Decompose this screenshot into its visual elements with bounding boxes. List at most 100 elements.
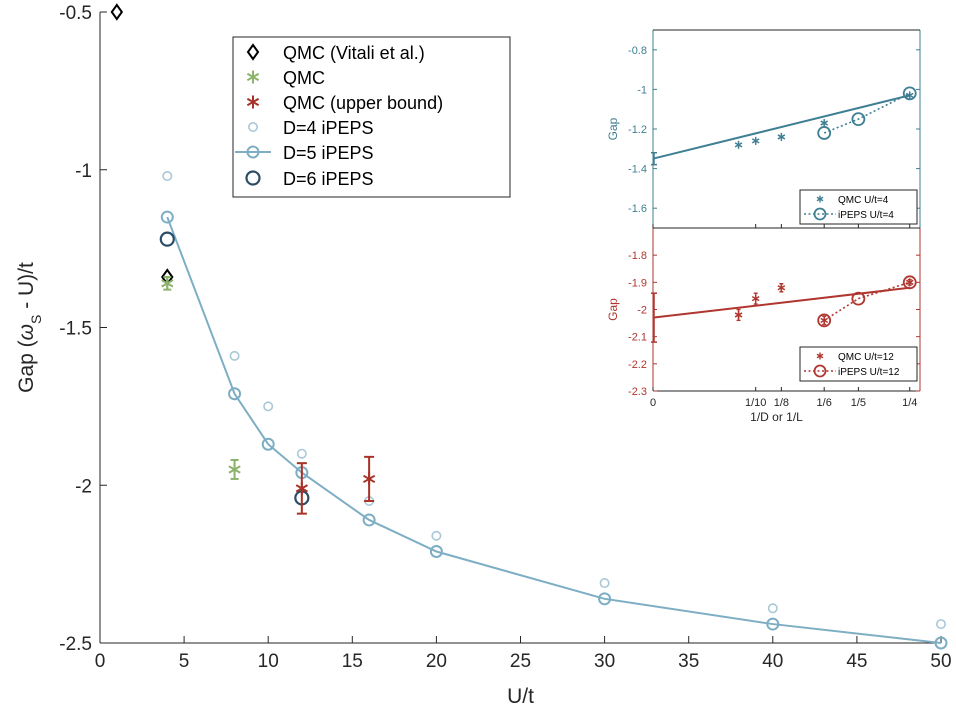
bottom-ipeps-point: [817, 313, 832, 328]
legend-label: D=4 iPEPS: [283, 118, 374, 138]
legend-d6-marker: [245, 170, 261, 186]
x-tick-label: 30: [594, 651, 615, 672]
top-qmc-point: [777, 132, 786, 141]
top-y-tick-label: -1.6: [628, 203, 647, 215]
legend-vitali-marker: [246, 43, 260, 61]
d6-point: [159, 231, 175, 247]
x-tick-label: 10: [258, 651, 279, 672]
y-tick-label: -0.5: [59, 3, 92, 24]
bottom-y-tick-label: -1.8: [628, 250, 647, 262]
bottom-legend-qmc-label: QMC U/t=12: [838, 352, 894, 363]
vitali-point: [110, 3, 124, 21]
top-y-tick-label: -1: [637, 84, 647, 96]
bottom-qmc-point: [751, 294, 760, 303]
bottom-y-tick-label: -2: [637, 305, 647, 317]
bottom-x-tick-label: 1/6: [817, 397, 832, 409]
main-legend: QMC (Vitali et al.) QMC QMC (upper bound) D…: [232, 36, 511, 198]
top-ipeps-point: [902, 86, 917, 101]
d5-point: [766, 617, 780, 631]
y-axis-label: Gap (ωS - U)/t: [15, 262, 44, 393]
top-legend-qmc-marker: [816, 195, 824, 203]
qmc-upper-point: [362, 472, 376, 486]
qmc-upper-point: [295, 481, 308, 495]
bottom-y-tick-label: -2.1: [628, 332, 647, 344]
top-qmc-point: [820, 119, 829, 128]
qmc-point: [161, 276, 174, 290]
d5-point: [934, 636, 948, 650]
top-y-tick-label: -1.2: [628, 124, 647, 136]
bottom-qmc-point: [734, 310, 743, 319]
d4-point: [296, 448, 307, 459]
bottom-qmc-point: [905, 278, 914, 287]
bottom-fit-line: [652, 286, 910, 319]
bottom-legend-ipeps-marker: [813, 364, 827, 378]
d4-point: [162, 171, 173, 182]
bottom-inset: -2.3 -2.2 -2.1 -2 -1.9 -1.8 Gap QMC U/t=12 iPEPS…: [606, 227, 921, 424]
legend-d4-marker: [248, 122, 259, 133]
top-extrapolated-error: [651, 152, 657, 166]
top-inset: -1.6 -1.4 -1.2 -1 -0.8 Gap QMC U/t=4 iPEPS U/t=…: [606, 29, 921, 229]
bottom-y-tick-label: -2.2: [628, 359, 647, 371]
x-tick-label: 20: [426, 651, 447, 672]
legend-label: D=6 iPEPS: [283, 169, 374, 189]
d4-point: [599, 578, 610, 589]
d5-point: [261, 437, 275, 451]
y-tick-label: -2: [75, 476, 92, 497]
top-legend-ipeps-marker: [813, 207, 827, 221]
bottom-x-label: 1/D or 1/L: [750, 410, 803, 424]
d4-point: [767, 603, 778, 614]
top-y-label: Gap: [606, 117, 620, 140]
bottom-x-tick-label: 1/8: [774, 397, 789, 409]
x-tick-label: 5: [179, 651, 190, 672]
d5-point: [160, 210, 174, 224]
legend-box: [232, 36, 511, 198]
x-tick-label: 40: [762, 651, 783, 672]
x-tick-label: 25: [510, 651, 531, 672]
d4-point: [431, 530, 442, 541]
top-qmc-point: [751, 136, 760, 145]
series-d5-line: [166, 216, 942, 644]
top-y-tick-label: -0.8: [628, 45, 647, 57]
bottom-legend-qmc-marker: [816, 352, 824, 360]
d5-point: [228, 387, 242, 401]
y-tick-label: -2.5: [59, 634, 92, 655]
bottom-qmc-point: [777, 283, 786, 292]
bottom-ipeps-point: [902, 275, 917, 290]
top-legend-qmc-label: QMC U/t=4: [838, 195, 889, 206]
top-legend-ipeps-label: iPEPS U/t=4: [838, 210, 894, 221]
d5-point: [598, 592, 612, 606]
legend-label: QMC: [283, 68, 325, 88]
y-tick-label: -1.5: [59, 319, 92, 340]
legend-label: D=5 iPEPS: [283, 143, 374, 163]
top-qmc-point: [905, 91, 914, 100]
x-tick-label: 45: [846, 651, 867, 672]
x-tick-label: 35: [678, 651, 699, 672]
bottom-y-tick-label: -2.3: [628, 386, 647, 398]
y-tick-label: -1: [75, 161, 92, 182]
legend-label: QMC (Vitali et al.): [283, 43, 425, 63]
bottom-x-tick-label: 1/10: [745, 397, 766, 409]
bottom-x-tick-label: 0: [650, 397, 656, 409]
bottom-qmc-point: [820, 316, 829, 325]
d4-point: [263, 401, 274, 412]
top-ipeps-line: [823, 92, 911, 134]
x-tick-label: 15: [342, 651, 363, 672]
d4-point: [229, 350, 240, 361]
x-axis-label: U/t: [507, 685, 534, 708]
bottom-ipeps-line: [823, 281, 910, 322]
top-qmc-point: [734, 140, 743, 149]
d5-point: [429, 545, 443, 559]
bottom-legend-ipeps-label: iPEPS U/t=12: [838, 367, 900, 378]
qmc-point: [228, 462, 241, 476]
bottom-x-tick-label: 1/5: [851, 397, 866, 409]
top-y-tick-label: -1.4: [628, 164, 647, 176]
bottom-ipeps-point: [851, 291, 866, 306]
legend-d5-marker: [246, 145, 260, 159]
legend-qmc-marker: [246, 70, 260, 84]
main-plot: 0 5 10 15 20 25 30 35 40 45 50 -2.5 -2 -1.5 -1 -0.5 U/t G…: [15, 3, 952, 708]
top-fit-line: [652, 94, 910, 160]
top-ipeps-point: [851, 112, 866, 126]
legend-qmc-upper-marker: [246, 95, 260, 109]
bottom-x-tick-label: 1/4: [902, 397, 917, 409]
